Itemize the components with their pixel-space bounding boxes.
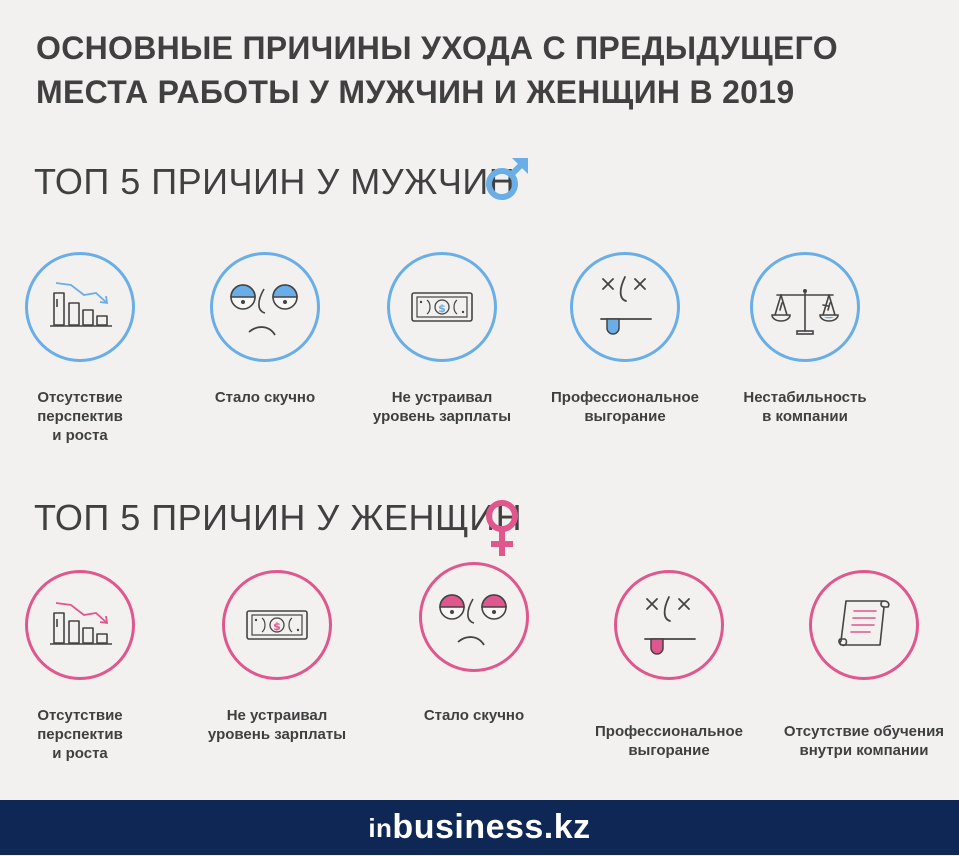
male-symbol-icon xyxy=(486,158,528,200)
men-reason-3-label: Не устраивал уровень зарплаты xyxy=(372,389,512,425)
title-line-2: МЕСТА РАБОТЫ У МУЖЧИН И ЖЕНЩИН В 2019 xyxy=(36,74,795,110)
scales-icon xyxy=(771,289,839,335)
inbusiness-logo: inbusiness.kz xyxy=(0,800,959,855)
women-reason-1-badge xyxy=(25,570,135,680)
men-section-heading: ТОП 5 ПРИЧИН У МУЖЧИН xyxy=(34,161,516,202)
women-reason-3: Стало скучно xyxy=(389,562,559,725)
women-reason-3-label: Стало скучно xyxy=(423,707,525,724)
women-reason-2-badge: $ xyxy=(222,570,332,680)
svg-text:$: $ xyxy=(273,620,281,633)
exhausted-face-icon xyxy=(600,276,652,335)
women-reason-5: Отсутствие обучения внутри компании xyxy=(779,570,949,760)
banknote-icon: $ xyxy=(411,292,473,322)
men-reason-2-label: Стало скучно xyxy=(214,389,316,406)
logo-prefix: in xyxy=(368,813,393,843)
men-reason-2: Стало скучно xyxy=(180,252,350,407)
men-reason-5-label: Нестабильность в компании xyxy=(743,389,867,425)
men-reason-1: Отсутствие перспектив и роста xyxy=(0,252,165,445)
men-reason-2-badge xyxy=(210,252,320,362)
page-title: ОСНОВНЫЕ ПРИЧИНЫ УХОДА С ПРЕДЫДУЩЕГО МЕС… xyxy=(36,26,916,114)
declining-bar-chart-icon xyxy=(50,282,112,327)
women-reason-1-label: Отсутствие перспектив и роста xyxy=(37,707,123,762)
women-reason-5-label: Отсутствие обучения внутри компании xyxy=(783,723,945,759)
women-reason-4-label: Профессиональное выгорание xyxy=(595,723,743,759)
women-reason-4-badge xyxy=(614,570,724,680)
men-reason-3: $ Не устраивал уровень зарплаты xyxy=(357,252,527,426)
scroll-icon xyxy=(838,600,890,647)
women-reason-3-badge xyxy=(419,562,529,672)
footer-bar: inbusiness.kz xyxy=(0,800,959,855)
title-line-1: ОСНОВНЫЕ ПРИЧИНЫ УХОДА С ПРЕДЫДУЩЕГО xyxy=(36,30,838,66)
men-reason-1-badge xyxy=(25,252,135,362)
men-reason-1-label: Отсутствие перспектив и роста xyxy=(37,389,123,444)
svg-text:$: $ xyxy=(438,302,446,315)
declining-bar-chart-icon xyxy=(50,602,112,645)
women-reason-5-badge xyxy=(809,570,919,680)
female-symbol-icon xyxy=(486,500,518,556)
women-reason-1: Отсутствие перспектив и роста xyxy=(0,570,165,763)
logo-main: business.kz xyxy=(392,808,591,846)
men-reason-5: Нестабильность в компании xyxy=(720,252,890,426)
bored-face-icon xyxy=(439,594,507,646)
women-reason-2: $ Не устраивал уровень зарплаты xyxy=(192,570,362,744)
men-reason-3-badge: $ xyxy=(387,252,497,362)
men-reason-4-badge xyxy=(570,252,680,362)
men-reason-4: Профессиональное выгорание xyxy=(540,252,710,426)
men-reason-4-label: Профессиональное выгорание xyxy=(551,389,699,425)
women-reason-4: Профессиональное выгорание xyxy=(584,570,754,760)
women-section-heading: ТОП 5 ПРИЧИН У ЖЕНЩИН xyxy=(34,497,523,538)
exhausted-face-icon xyxy=(644,596,696,655)
women-reason-2-label: Не устраивал уровень зарплаты xyxy=(207,707,347,743)
bored-face-icon xyxy=(230,284,298,336)
men-reason-5-badge xyxy=(750,252,860,362)
banknote-icon: $ xyxy=(246,610,308,640)
